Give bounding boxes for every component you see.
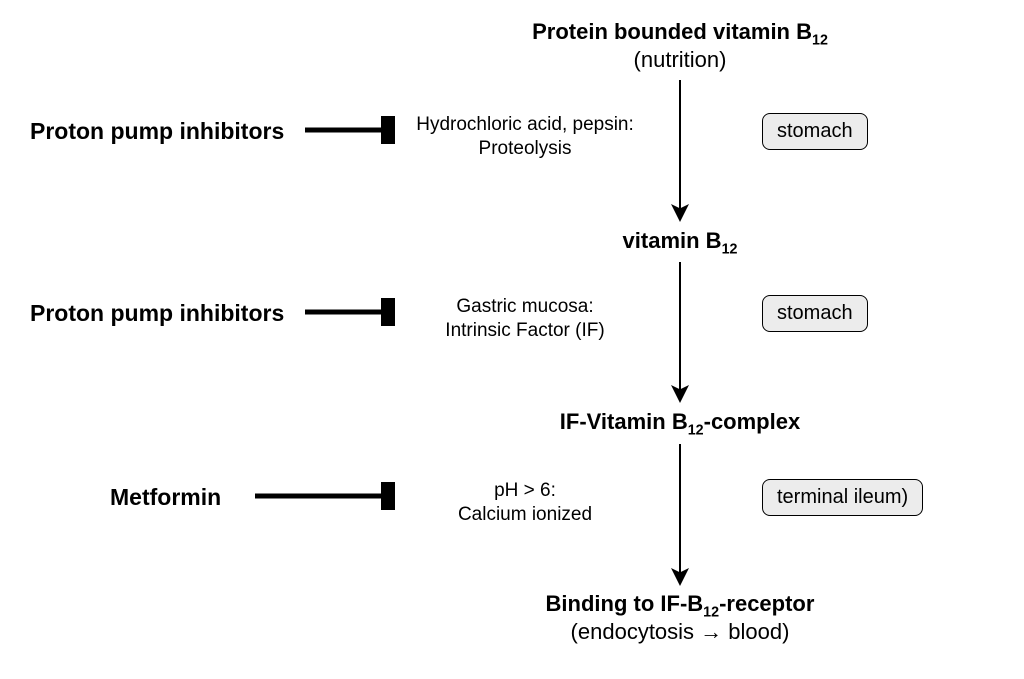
inhibition-bar-1 (305, 298, 395, 326)
process-proteolysis: Hydrochloric acid, pepsin: Proteolysis (400, 113, 650, 161)
node-line2: (nutrition) (634, 47, 727, 72)
node-line1: Protein bounded vitamin B12 (532, 19, 828, 44)
process-line2: Proteolysis (479, 138, 572, 159)
node-line2: (endocytosis → blood) (571, 619, 790, 644)
process-line1: Hydrochloric acid, pepsin: (416, 114, 634, 135)
node-line1: IF-Vitamin B12-complex (560, 409, 800, 434)
node-if-b12-complex: IF-Vitamin B12-complex (480, 408, 880, 436)
inhibitor-metformin: Metformin (110, 484, 221, 511)
location-stomach-1: stomach (762, 113, 868, 150)
inhibition-bar-2 (255, 482, 395, 510)
inhibitor-ppi-1: Proton pump inhibitors (30, 118, 284, 145)
node-line1: vitamin B12 (623, 228, 738, 253)
node-if-b12-receptor: Binding to IF-B12-receptor (endocytosis … (480, 590, 880, 645)
inhibition-bar-0 (305, 116, 395, 144)
process-line2: Intrinsic Factor (IF) (445, 320, 604, 341)
process-line1: pH > 6: (494, 480, 556, 501)
node-protein-bounded-b12: Protein bounded vitamin B12 (nutrition) (480, 18, 880, 73)
node-vitamin-b12: vitamin B12 (480, 227, 880, 255)
location-terminal-ileum: terminal ileum) (762, 479, 923, 516)
process-intrinsic-factor: Gastric mucosa: Intrinsic Factor (IF) (400, 295, 650, 343)
inhibitor-ppi-2: Proton pump inhibitors (30, 300, 284, 327)
node-line1: Binding to IF-B12-receptor (546, 591, 815, 616)
process-line1: Gastric mucosa: (456, 296, 593, 317)
process-line2: Calcium ionized (458, 504, 592, 525)
location-stomach-2: stomach (762, 295, 868, 332)
process-calcium-ionized: pH > 6: Calcium ionized (400, 479, 650, 527)
